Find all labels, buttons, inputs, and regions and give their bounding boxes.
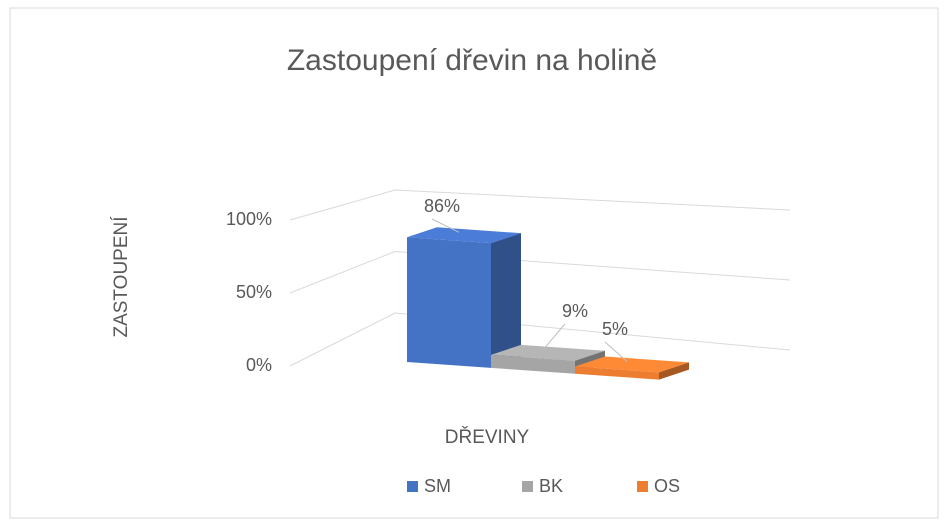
bar-side	[659, 362, 689, 380]
bar	[575, 366, 659, 380]
bar-top	[491, 344, 605, 361]
legend-label: OS	[654, 476, 680, 496]
leader-line	[431, 218, 460, 233]
legend-swatch	[637, 481, 648, 492]
data-label: 86%	[424, 196, 460, 216]
bar-top	[407, 227, 521, 244]
legend-label: SM	[424, 476, 451, 496]
leader-line	[604, 341, 628, 362]
leader-line	[542, 323, 566, 351]
y-tick-label: 0%	[246, 355, 272, 375]
bar	[491, 354, 575, 374]
grid-line	[289, 189, 791, 221]
y-tick-label: 50%	[236, 282, 272, 302]
grid-line	[289, 250, 791, 294]
y-axis-title: ZASTOUPENÍ	[111, 216, 132, 338]
legend-swatch	[522, 481, 533, 492]
data-label: 9%	[562, 301, 588, 321]
chart-title: Zastoupení dřevin na holině	[287, 44, 657, 77]
legend-swatch	[407, 481, 418, 492]
bar-side	[491, 233, 521, 368]
grid-line	[289, 312, 791, 367]
bar-top	[575, 356, 689, 373]
x-axis-title: DŘEVINY	[445, 426, 530, 448]
data-label: 5%	[602, 319, 628, 339]
legend-label: BK	[539, 476, 563, 496]
bar	[407, 237, 491, 368]
y-tick-label: 100%	[226, 209, 272, 229]
